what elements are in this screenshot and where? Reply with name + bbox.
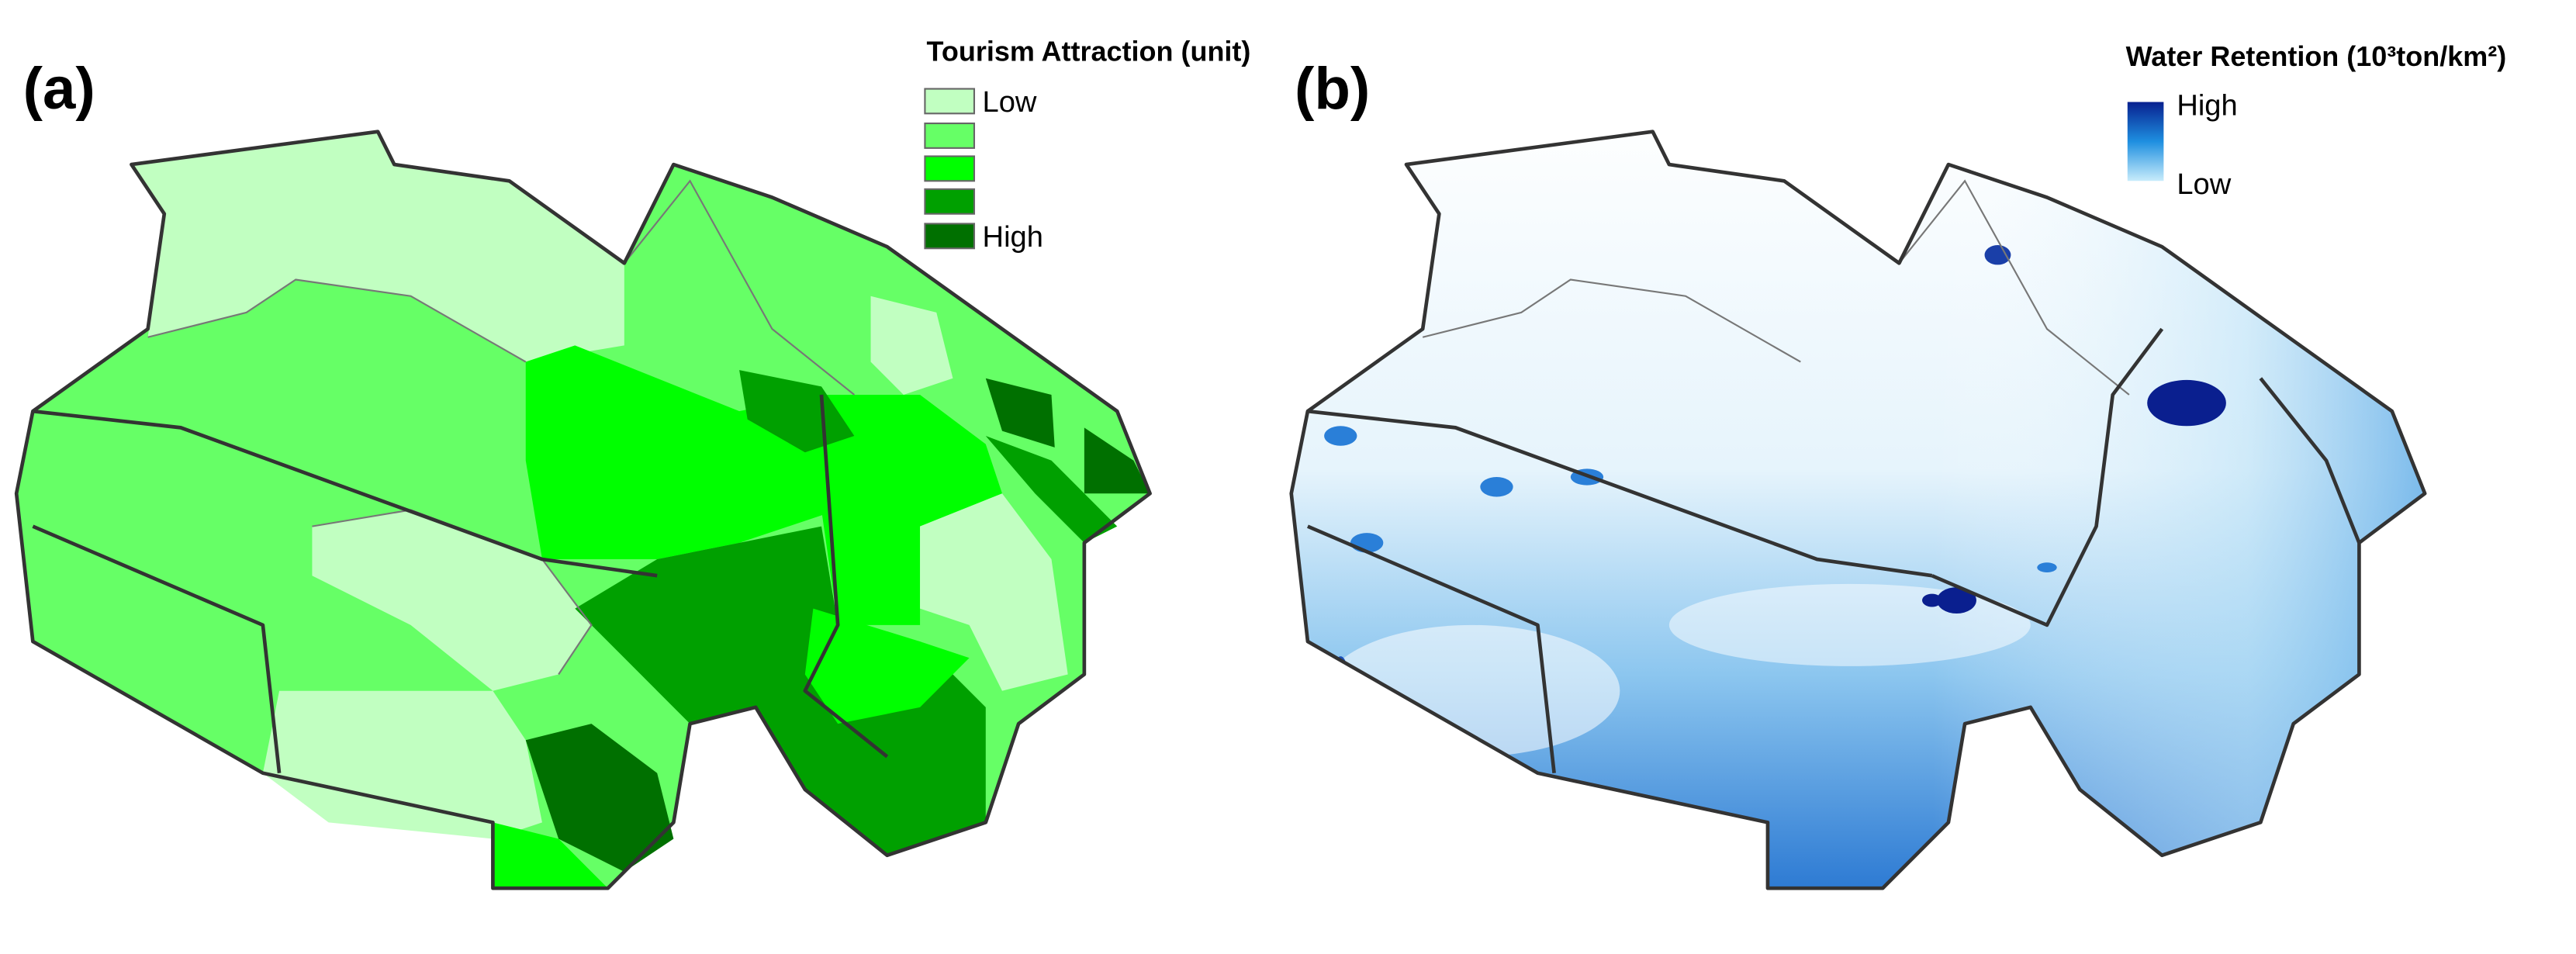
legend-text: High [983, 220, 1043, 254]
region [821, 394, 1002, 625]
lake [1937, 587, 1976, 614]
boundary [33, 409, 658, 578]
boundary [803, 394, 889, 759]
region [493, 822, 608, 889]
region [1084, 427, 1150, 494]
region [262, 690, 542, 839]
boundary [1422, 278, 1801, 363]
region [131, 131, 624, 362]
boundary [1931, 327, 2164, 627]
legend-swatch [924, 122, 976, 149]
legend-swatch [924, 155, 976, 182]
boundary [32, 524, 282, 773]
lake [1984, 244, 2011, 265]
raster [1931, 131, 2426, 889]
region [920, 493, 1068, 691]
boundary [1307, 409, 1933, 578]
region [985, 435, 1118, 543]
boundary [2259, 377, 2361, 544]
region [525, 724, 674, 872]
legend-title: Tourism Attraction (unit) [927, 35, 1251, 67]
boundary [147, 278, 527, 363]
lake [2147, 379, 2226, 427]
lake [1480, 477, 1513, 497]
panel-label: (b) [1295, 56, 1370, 122]
lake [1922, 593, 1942, 607]
legend-text: Low [2177, 168, 2231, 201]
region [525, 345, 838, 560]
lake [1324, 426, 1357, 446]
lake [1350, 533, 1384, 553]
panel-label: (a) [23, 56, 95, 122]
panel-a: (a) Tourism Attraction (unit) Low High [16, 35, 1250, 888]
legend-text: High [2177, 88, 2237, 122]
region [985, 378, 1055, 448]
legend-text: Low [983, 85, 1037, 119]
boundary [1306, 524, 1556, 773]
legend-swatch [924, 188, 976, 215]
legend-swatch [924, 88, 976, 115]
boundary [1898, 179, 2130, 396]
panel-b: (b) [1275, 40, 2507, 921]
region [312, 510, 592, 691]
region [804, 608, 970, 724]
legend-ramp [2127, 102, 2164, 181]
lake [2037, 562, 2057, 572]
boundary [624, 179, 856, 396]
region [870, 296, 953, 395]
legend-title: Water Retention (10³ton/km²) [2126, 40, 2507, 72]
region [575, 526, 986, 855]
legend-swatch [924, 223, 976, 250]
